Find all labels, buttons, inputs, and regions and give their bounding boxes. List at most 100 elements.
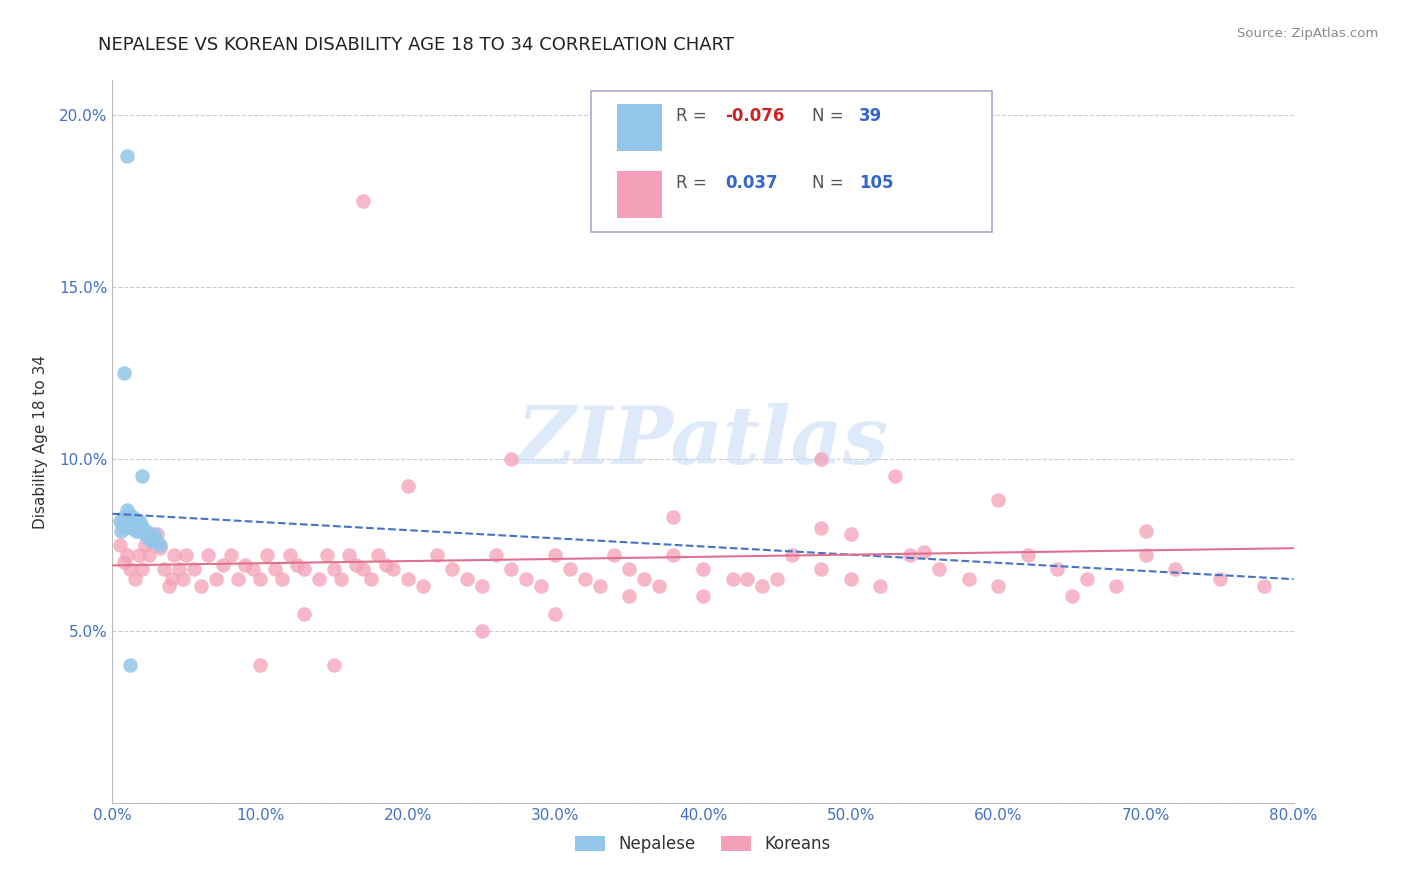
Point	[118, 507, 141, 521]
Point	[692, 590, 714, 604]
Point	[330, 572, 353, 586]
Point	[470, 579, 494, 593]
Point	[766, 572, 789, 586]
Point	[142, 534, 165, 549]
Text: 39: 39	[859, 107, 882, 126]
Point	[163, 548, 186, 562]
Point	[382, 562, 405, 576]
Point	[662, 548, 685, 562]
Point	[117, 510, 138, 524]
Y-axis label: Disability Age 18 to 34: Disability Age 18 to 34	[34, 354, 48, 529]
Point	[136, 531, 159, 545]
Point	[117, 149, 138, 163]
Point	[125, 517, 148, 532]
Point	[285, 558, 308, 573]
Point	[160, 572, 183, 586]
Point	[128, 524, 150, 538]
Point	[138, 527, 160, 541]
Point	[1105, 579, 1128, 593]
FancyBboxPatch shape	[591, 91, 993, 232]
Text: N =: N =	[811, 174, 844, 193]
Point	[153, 562, 176, 576]
Legend: Nepalese, Koreans: Nepalese, Koreans	[569, 828, 837, 860]
Point	[839, 572, 862, 586]
Point	[141, 534, 163, 549]
Point	[135, 524, 157, 538]
Point	[1076, 572, 1098, 586]
Point	[124, 514, 146, 528]
Point	[112, 520, 135, 534]
Point	[122, 517, 145, 532]
Point	[529, 579, 551, 593]
Point	[120, 510, 142, 524]
Point	[1208, 572, 1232, 586]
Point	[112, 510, 135, 524]
Point	[721, 572, 744, 586]
Point	[957, 572, 980, 586]
Point	[242, 562, 264, 576]
Point	[323, 562, 346, 576]
Text: -0.076: -0.076	[725, 107, 785, 126]
Point	[367, 548, 389, 562]
Point	[122, 510, 145, 524]
Point	[456, 572, 478, 586]
Point	[839, 527, 862, 541]
Point	[219, 548, 242, 562]
Point	[692, 562, 714, 576]
Point	[128, 514, 150, 528]
Point	[108, 538, 131, 552]
Point	[662, 510, 685, 524]
Point	[174, 548, 197, 562]
Point	[337, 548, 360, 562]
Point	[485, 548, 508, 562]
Point	[352, 194, 374, 208]
Point	[396, 572, 419, 586]
Point	[898, 548, 921, 562]
Point	[205, 572, 228, 586]
Point	[315, 548, 337, 562]
Point	[132, 524, 155, 538]
Point	[1062, 590, 1084, 604]
Point	[884, 469, 907, 483]
Point	[751, 579, 773, 593]
Point	[110, 524, 132, 538]
Point	[1046, 562, 1069, 576]
Text: ZIPatlas: ZIPatlas	[517, 403, 889, 480]
Point	[588, 579, 610, 593]
Point	[810, 520, 832, 534]
Point	[167, 562, 190, 576]
Point	[914, 544, 936, 558]
Point	[139, 531, 162, 545]
Point	[114, 514, 136, 528]
Point	[112, 366, 135, 380]
Point	[134, 538, 156, 552]
Text: 105: 105	[859, 174, 893, 193]
Point	[172, 572, 194, 586]
Point	[928, 562, 950, 576]
Point	[112, 555, 135, 569]
Point	[131, 520, 153, 534]
Point	[501, 562, 523, 576]
Point	[117, 503, 138, 517]
Point	[264, 562, 287, 576]
Point	[1164, 562, 1187, 576]
Point	[124, 572, 146, 586]
Text: 0.037: 0.037	[725, 174, 778, 193]
Point	[1017, 548, 1039, 562]
Point	[134, 527, 156, 541]
Point	[190, 579, 212, 593]
Point	[987, 493, 1010, 508]
Point	[146, 534, 169, 549]
Point	[441, 562, 464, 576]
Point	[111, 517, 134, 532]
Point	[278, 548, 301, 562]
Point	[1135, 524, 1157, 538]
Point	[411, 579, 433, 593]
Point	[501, 451, 523, 466]
Text: R =: R =	[676, 174, 707, 193]
Point	[197, 548, 219, 562]
Point	[603, 548, 626, 562]
Point	[619, 562, 641, 576]
Point	[271, 572, 294, 586]
Point	[780, 548, 803, 562]
